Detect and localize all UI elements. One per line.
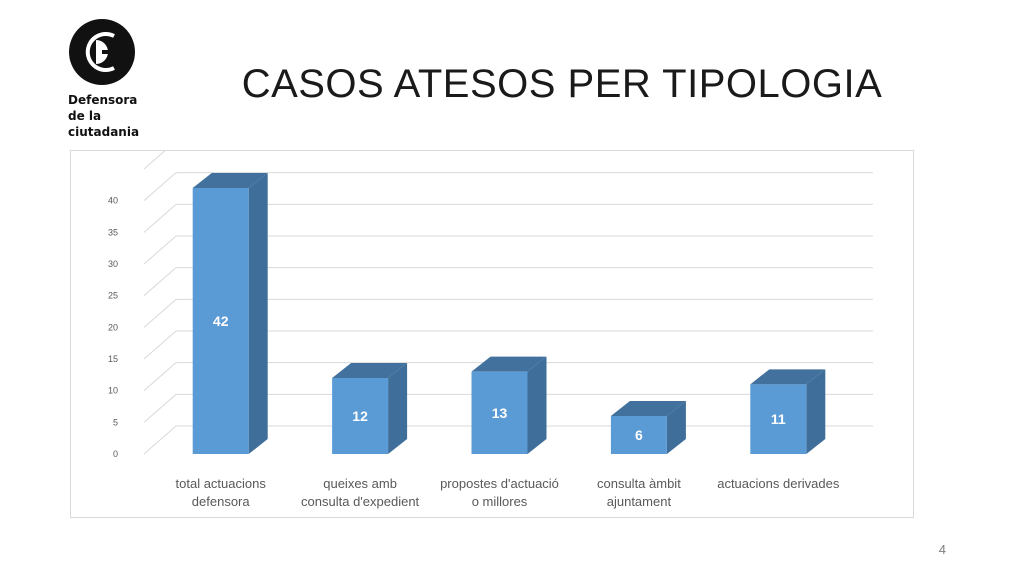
bar-top [471, 356, 547, 372]
gridline-diagonal [143, 172, 177, 202]
bar-top [750, 369, 826, 385]
category-label: defensora [192, 494, 251, 509]
logo-line: de la [68, 109, 102, 123]
bar-top [192, 173, 268, 188]
y-tick-label: 40 [108, 196, 118, 206]
y-tick-label: 0 [113, 449, 118, 459]
bar-side [527, 356, 547, 454]
bar [471, 371, 528, 454]
chart-container: 0 5 10 15 20 25 30 35 40 42 total actuacions defens… [70, 150, 914, 518]
bar [192, 188, 249, 454]
y-tick-label: 20 [108, 322, 118, 332]
bar-side [806, 369, 826, 454]
logo-line: ciutadania [68, 125, 140, 139]
logo-line: Defensora [68, 93, 138, 107]
defensora-logo-circle-icon [69, 19, 135, 85]
data-label: 13 [492, 405, 508, 421]
category-label: o millores [472, 494, 528, 509]
category-label: ajuntament [607, 494, 672, 509]
gridline-diagonal [143, 330, 177, 360]
bar [332, 378, 389, 454]
gridline-diagonal [143, 298, 177, 328]
y-tick-label: 15 [108, 354, 118, 364]
gridline-diagonal [143, 425, 177, 455]
gridline-diagonal [143, 151, 166, 170]
category-label: actuacions derivades [717, 476, 840, 491]
y-tick-label: 35 [108, 227, 118, 237]
y-tick-label: 30 [108, 259, 118, 269]
gridline-diagonal [143, 393, 177, 423]
data-label: 12 [352, 408, 368, 424]
category-label: propostes d'actuació [440, 476, 559, 491]
bar-top [610, 401, 686, 416]
bar-side [666, 401, 686, 454]
category-label: consulta àmbit [597, 476, 681, 491]
data-label: 6 [635, 427, 643, 443]
y-tick-label: 10 [108, 386, 118, 396]
gridline-diagonal [143, 235, 177, 265]
logo-text: Defensora de la ciutadania [68, 92, 158, 140]
gridline-diagonal [143, 203, 177, 233]
page-number: 4 [938, 542, 946, 557]
category-label: total actuacions [176, 476, 267, 491]
bar-chart: 0 5 10 15 20 25 30 35 40 42 total actuacions defens… [108, 151, 873, 509]
data-label: 11 [771, 411, 786, 427]
bar-side [248, 173, 268, 454]
y-tick-label: 5 [113, 417, 118, 427]
data-label: 42 [213, 313, 229, 329]
bar [610, 416, 667, 454]
slide-title: CASOS ATESOS PER TIPOLOGIA [241, 62, 883, 106]
bar [750, 384, 807, 454]
bar-top [332, 363, 408, 378]
bar-side [388, 363, 408, 454]
gridline-diagonal [143, 362, 177, 392]
category-label: queixes amb [323, 476, 397, 491]
logo: Defensora de la ciutadania [68, 18, 158, 140]
y-tick-label: 25 [108, 291, 118, 301]
category-label: consulta d'expedient [301, 494, 420, 509]
gridline-diagonal [143, 267, 177, 297]
